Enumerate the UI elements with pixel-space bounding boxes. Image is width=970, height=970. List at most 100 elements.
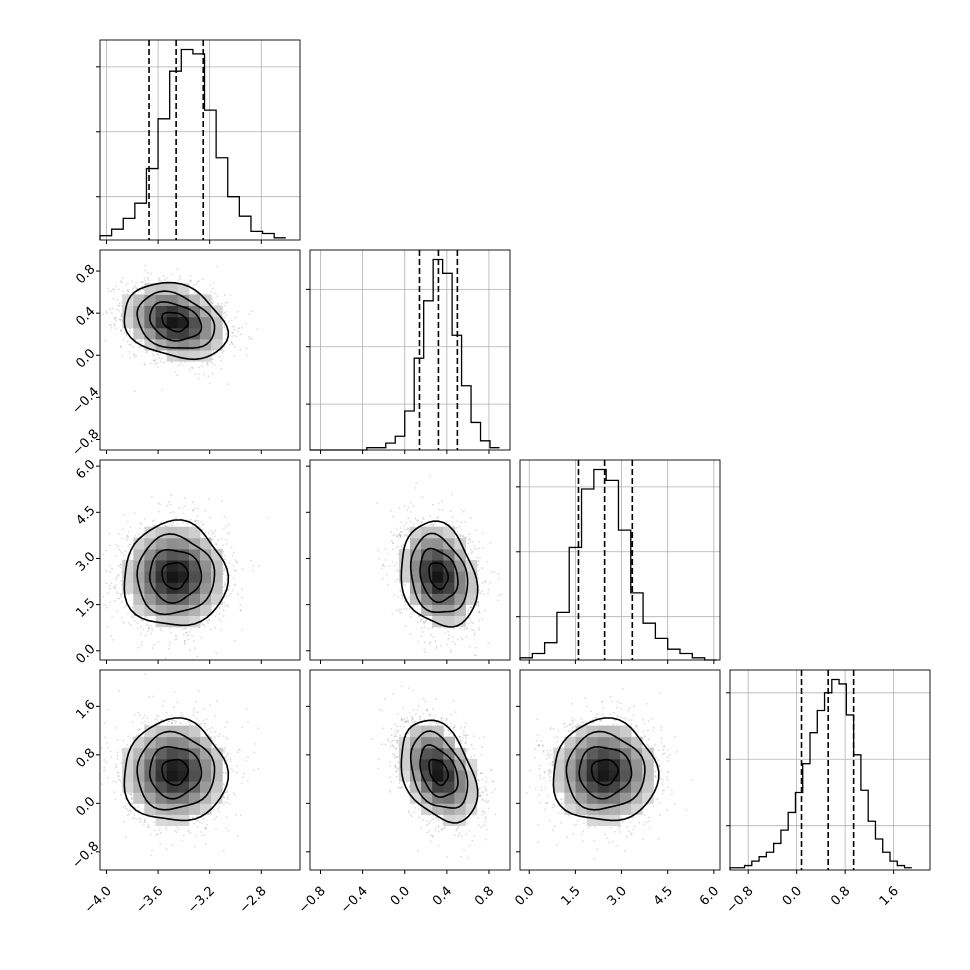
scatter-point — [235, 560, 238, 563]
scatter-point — [377, 767, 380, 770]
scatter-point — [108, 565, 111, 567]
scatter-point — [473, 629, 475, 632]
scatter-point — [114, 763, 117, 766]
scatter-point — [221, 302, 223, 305]
scatter-point — [226, 301, 229, 304]
scatter-point — [226, 738, 229, 740]
scatter-point — [399, 527, 402, 529]
scatter-point — [478, 610, 481, 612]
y-tick-label: −0.4 — [69, 384, 102, 417]
scatter-point — [145, 616, 147, 618]
scatter-point — [128, 813, 130, 816]
scatter-point — [230, 546, 233, 549]
density-cell — [155, 604, 168, 616]
scatter-point — [600, 719, 603, 722]
scatter-point — [234, 559, 237, 561]
scatter-point — [131, 606, 134, 609]
scatter-point — [659, 764, 661, 767]
scatter-point — [480, 772, 483, 775]
scatter-point — [225, 827, 227, 830]
scatter-point — [613, 719, 616, 722]
scatter-point — [196, 507, 199, 510]
scatter-point — [113, 288, 115, 291]
scatter-point — [189, 723, 192, 725]
scatter-point — [417, 615, 420, 618]
scatter-point — [246, 354, 248, 357]
scatter-point — [122, 739, 125, 742]
scatter-point — [410, 521, 412, 524]
density-cell — [144, 305, 156, 318]
scatter-point — [222, 573, 225, 575]
scatter-point — [619, 825, 621, 828]
scatter-point — [391, 613, 394, 615]
scatter-point — [166, 277, 169, 279]
density-cell — [398, 548, 411, 561]
panel-frame — [729, 669, 931, 871]
scatter-point — [473, 835, 476, 838]
scatter-point — [405, 720, 407, 723]
scatter-point — [126, 744, 128, 746]
scatter-point — [245, 347, 248, 349]
scatter-point — [157, 353, 159, 355]
scatter-point — [120, 551, 122, 553]
density-cell — [553, 781, 565, 793]
contour-line — [123, 519, 230, 627]
density-cell — [177, 526, 190, 539]
scatter-point — [399, 612, 402, 614]
scatter-point — [390, 734, 393, 737]
scatter-point — [400, 685, 403, 688]
scatter-point — [158, 279, 161, 282]
scatter-point — [222, 796, 225, 799]
scatter-point — [115, 317, 118, 319]
scatter-point — [404, 528, 406, 531]
density-cell — [642, 758, 654, 771]
density-cell — [177, 615, 190, 628]
scatter-point — [231, 326, 234, 328]
scatter-point — [227, 588, 230, 591]
scatter-point — [217, 302, 219, 305]
scatter-point — [394, 765, 396, 768]
scatter-point — [105, 582, 108, 584]
scatter-point — [162, 721, 165, 724]
scatter-point — [216, 295, 219, 298]
scatter-point — [134, 534, 137, 537]
scatter-point — [204, 843, 207, 845]
scatter-point — [127, 735, 130, 738]
scatter-point — [648, 820, 650, 823]
scatter-point — [172, 511, 175, 513]
scatter-point — [124, 805, 127, 807]
density-cell — [421, 758, 433, 771]
scatter-point — [211, 532, 214, 535]
panel-frame — [99, 669, 301, 871]
scatter-point — [224, 314, 227, 317]
density-cell — [200, 792, 212, 804]
scatter-point — [412, 505, 414, 508]
scatter-point — [141, 640, 144, 643]
scatter-point — [180, 715, 182, 717]
scatter-point — [427, 822, 430, 825]
x-tick-label: −0.4 — [338, 884, 371, 917]
scatter-point — [591, 722, 594, 724]
density-cell — [410, 571, 422, 583]
scatter-point — [173, 691, 176, 693]
scatter-point — [144, 279, 147, 282]
scatter-point — [225, 525, 227, 528]
scatter-point — [665, 775, 668, 778]
scatter-point — [652, 805, 655, 808]
scatter-point — [223, 294, 226, 296]
scatter-point — [153, 362, 156, 365]
scatter-point — [397, 755, 399, 758]
scatter-point — [425, 619, 428, 622]
scatter-point — [211, 361, 213, 364]
scatter-point — [557, 812, 560, 814]
scatter-point — [616, 715, 619, 717]
scatter-point — [131, 720, 134, 723]
scatter-point — [132, 287, 134, 290]
scatter-point — [140, 340, 143, 343]
scatter-point — [478, 788, 480, 791]
density-cell — [177, 758, 190, 771]
scatter-point — [475, 548, 478, 550]
scatter-point — [483, 810, 485, 813]
density-cell — [443, 803, 455, 815]
scatter-point — [142, 717, 144, 719]
